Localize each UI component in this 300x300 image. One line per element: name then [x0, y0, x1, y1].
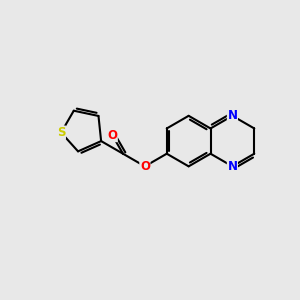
Text: O: O — [107, 129, 117, 142]
Text: N: N — [227, 160, 237, 173]
Text: N: N — [227, 109, 237, 122]
Text: O: O — [140, 160, 150, 173]
Text: S: S — [57, 126, 65, 139]
